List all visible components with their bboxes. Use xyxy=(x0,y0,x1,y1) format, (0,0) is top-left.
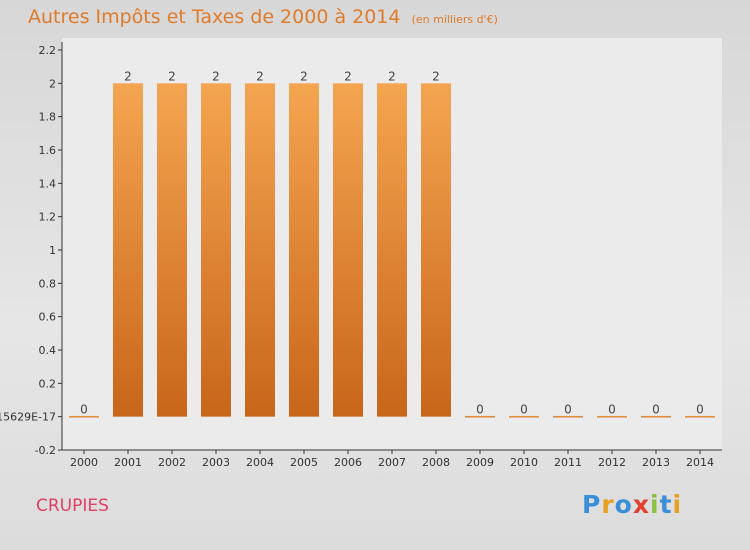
logo-letter: x xyxy=(632,490,650,519)
logo-letter: r xyxy=(601,490,615,519)
x-tick-label: 2003 xyxy=(202,456,230,469)
y-tick-label: 2 xyxy=(49,77,56,90)
bar xyxy=(597,415,627,418)
x-tick-label: 2001 xyxy=(114,456,142,469)
bar-value-label: 0 xyxy=(696,403,704,417)
logo-letter: i xyxy=(650,490,660,519)
x-tick-label: 2004 xyxy=(246,456,274,469)
bar-value-label: 0 xyxy=(80,403,88,417)
bar xyxy=(641,415,671,418)
y-tick-label: -1.15629E-17 xyxy=(0,411,56,424)
title-row: Autres Impôts et Taxes de 2000 à 2014 (e… xyxy=(28,6,498,28)
bar-value-label: 2 xyxy=(344,69,352,83)
logo-letter: i xyxy=(672,490,683,519)
bar-value-label: 0 xyxy=(564,403,572,417)
logo-letter: o xyxy=(614,490,633,519)
bar xyxy=(377,83,407,417)
bar xyxy=(421,83,451,417)
bar-value-label: 2 xyxy=(300,69,308,83)
bar xyxy=(289,83,319,417)
y-tick-label: 0.4 xyxy=(39,344,57,357)
x-tick-label: 2002 xyxy=(158,456,186,469)
logo-letter: P xyxy=(582,490,602,519)
bar xyxy=(157,83,187,417)
x-tick-label: 2010 xyxy=(510,456,538,469)
bar-value-label: 0 xyxy=(520,403,528,417)
x-tick-label: 2006 xyxy=(334,456,362,469)
bar-value-label: 2 xyxy=(256,69,264,83)
y-tick-label: 2.2 xyxy=(39,44,57,57)
y-tick-label: 1.2 xyxy=(39,211,57,224)
proxiti-logo[interactable]: Proxiti xyxy=(582,490,682,519)
y-tick-label: 1.4 xyxy=(39,177,57,190)
y-tick-label: 0.2 xyxy=(39,377,57,390)
bar xyxy=(201,83,231,417)
y-tick-label: 0.8 xyxy=(39,277,57,290)
bar xyxy=(509,415,539,418)
y-tick-label: 0.6 xyxy=(39,311,57,324)
chart-subtitle: (en milliers d'€) xyxy=(411,13,498,26)
bar-value-label: 0 xyxy=(608,403,616,417)
bar xyxy=(465,415,495,418)
bar xyxy=(245,83,275,417)
x-tick-label: 2000 xyxy=(70,456,98,469)
x-tick-label: 2008 xyxy=(422,456,450,469)
logo-letter: t xyxy=(659,490,673,519)
y-tick-label: -0.2 xyxy=(35,444,56,457)
y-tick-label: 1.6 xyxy=(39,144,57,157)
x-tick-label: 2011 xyxy=(554,456,582,469)
y-tick-label: 1.8 xyxy=(39,111,57,124)
bar-value-label: 2 xyxy=(432,69,440,83)
bar-value-label: 0 xyxy=(476,403,484,417)
x-tick-label: 2007 xyxy=(378,456,406,469)
x-tick-label: 2005 xyxy=(290,456,318,469)
bar-value-label: 2 xyxy=(212,69,220,83)
bar-value-label: 2 xyxy=(124,69,132,83)
commune-name: CRUPIES xyxy=(36,496,109,516)
bar-value-label: 2 xyxy=(168,69,176,83)
x-tick-label: 2013 xyxy=(642,456,670,469)
chart-title: Autres Impôts et Taxes de 2000 à 2014 xyxy=(28,6,401,28)
y-tick-label: 1 xyxy=(49,244,56,257)
bar xyxy=(69,415,99,418)
x-tick-label: 2014 xyxy=(686,456,714,469)
bar xyxy=(333,83,363,417)
bar xyxy=(685,415,715,418)
x-tick-label: 2012 xyxy=(598,456,626,469)
bar xyxy=(113,83,143,417)
bar-value-label: 2 xyxy=(388,69,396,83)
bar-value-label: 0 xyxy=(652,403,660,417)
x-tick-label: 2009 xyxy=(466,456,494,469)
bar xyxy=(553,415,583,418)
